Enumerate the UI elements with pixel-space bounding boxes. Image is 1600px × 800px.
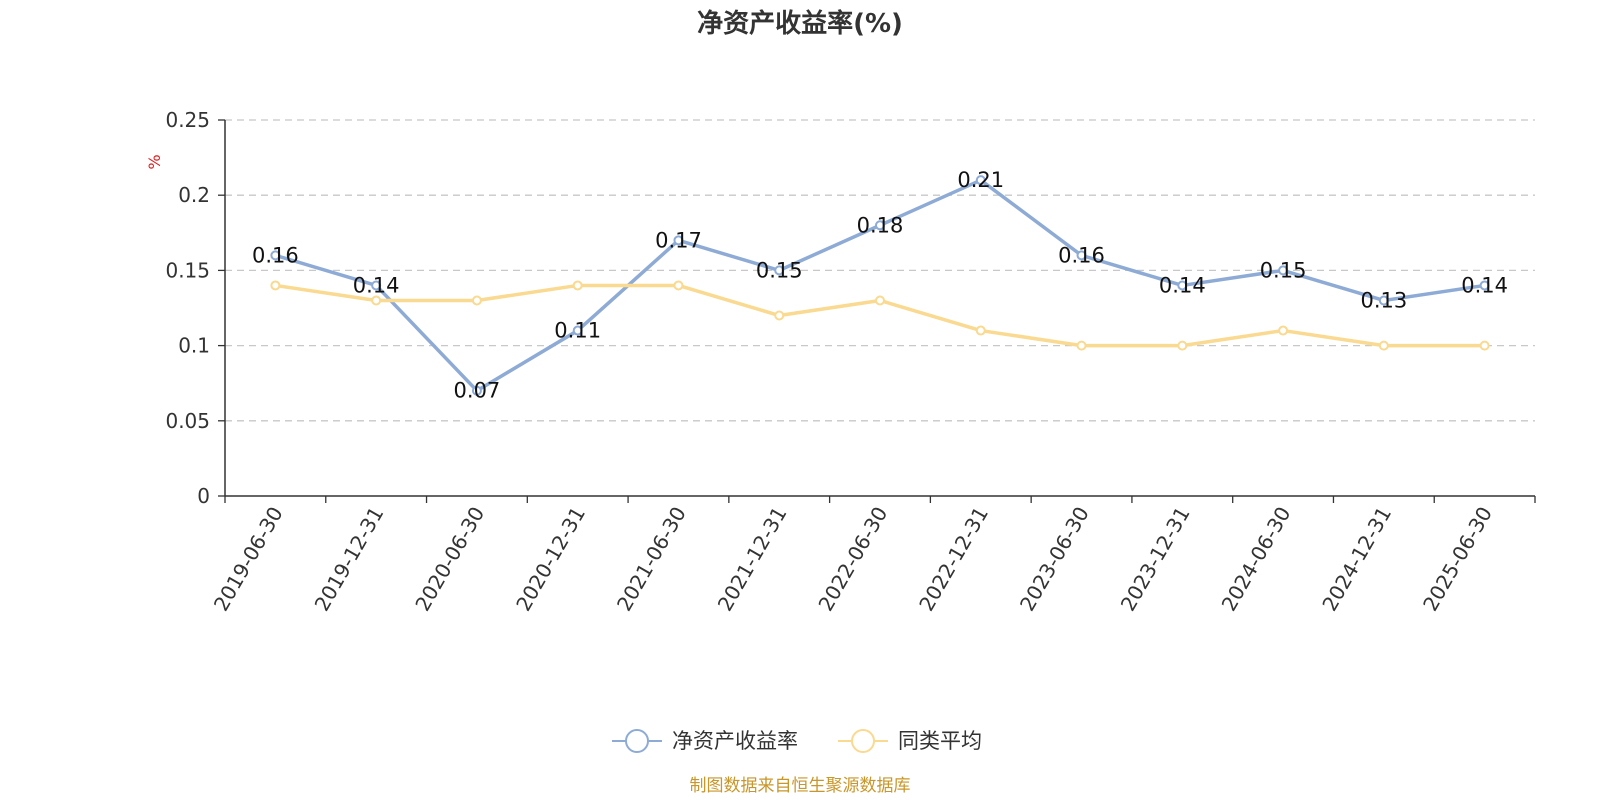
y-axis-unit: % xyxy=(145,154,164,169)
peer-average-data-point xyxy=(975,325,986,336)
legend-swatch-marker xyxy=(851,729,875,753)
roe-data-point xyxy=(1378,295,1389,306)
roe-data-label: 0.16 xyxy=(252,243,299,267)
peer-average-series-line xyxy=(273,283,1487,348)
roe-data-point xyxy=(1278,265,1289,276)
x-tick-label: 2025-06-30 xyxy=(1418,503,1497,616)
roe-data-point xyxy=(471,385,482,396)
roe-data-point xyxy=(1076,250,1087,261)
x-tick-label: 2020-06-30 xyxy=(410,503,489,616)
x-tick-label: 2019-06-30 xyxy=(209,503,288,616)
x-tick-label: 2024-06-30 xyxy=(1217,503,1296,616)
x-tick-label: 2020-12-31 xyxy=(511,503,590,616)
peer-average-data-point xyxy=(1378,340,1389,351)
peer-average-data-point xyxy=(1076,340,1087,351)
x-tick-label: 2022-12-31 xyxy=(914,503,993,616)
peer-average-data-point xyxy=(774,310,785,321)
peer-average-data-point xyxy=(673,280,684,291)
y-tick-label: 0 xyxy=(197,484,210,508)
legend[interactable]: 净资产收益率 同类平均 xyxy=(612,729,982,753)
legend-label: 同类平均 xyxy=(898,729,982,753)
y-tick-label: 0.05 xyxy=(165,409,210,433)
roe-data-label: 0.16 xyxy=(1058,243,1105,267)
roe-data-label: 0.15 xyxy=(1260,258,1307,282)
roe-data-point xyxy=(774,265,785,276)
roe-series-line xyxy=(273,178,1487,393)
legend-label: 净资产收益率 xyxy=(672,729,798,753)
y-tick-label: 0.1 xyxy=(178,334,210,358)
legend-item-peer-average[interactable]: 同类平均 xyxy=(838,729,982,753)
x-tick-label: 2021-06-30 xyxy=(612,503,691,616)
peer-average-data-point xyxy=(270,280,281,291)
x-tick-label: 2024-12-31 xyxy=(1317,503,1396,616)
roe-data-point xyxy=(371,280,382,291)
peer-average-data-point xyxy=(572,280,583,291)
roe-data-label: 0.17 xyxy=(655,228,702,252)
roe-data-label: 0.18 xyxy=(857,213,904,237)
axes: 0 0.05 0.1 0.15 0.2 0.25 2019-06-30 2019-12-31 2… xyxy=(165,108,1536,616)
data-labels: 0.16 0.14 0.07 0.11 0.17 0.15 0.18 0.21 0.16 0.14… xyxy=(252,168,1508,403)
roe-data-label: 0.14 xyxy=(353,273,400,297)
peer-average-data-point xyxy=(1177,340,1188,351)
roe-data-point xyxy=(875,220,885,231)
roe-data-label: 0.13 xyxy=(1360,288,1407,312)
roe-data-label: 0.07 xyxy=(454,379,501,403)
roe-data-point xyxy=(673,235,684,246)
roe-data-point xyxy=(270,250,281,261)
chart-title: 净资产收益率(%) xyxy=(697,8,903,39)
y-tick-label: 0.15 xyxy=(165,258,210,282)
roe-data-label: 0.14 xyxy=(1461,273,1508,297)
roe-data-point xyxy=(1479,280,1490,291)
x-tick-label: 2021-12-31 xyxy=(713,503,792,616)
peer-average-data-point xyxy=(471,295,482,306)
roe-data-label: 0.21 xyxy=(957,168,1004,192)
roe-data-label: 0.14 xyxy=(1159,273,1206,297)
y-tick-label: 0.25 xyxy=(165,108,210,132)
data-source-note: 制图数据来自恒生聚源数据库 xyxy=(690,776,911,796)
peer-average-data-point xyxy=(371,295,382,306)
roe-data-point xyxy=(1177,280,1188,291)
grid-lines xyxy=(225,119,1535,422)
roe-data-label: 0.11 xyxy=(554,319,601,343)
legend-item-roe[interactable]: 净资产收益率 xyxy=(612,729,798,753)
roe-data-point xyxy=(572,325,583,336)
series-lines xyxy=(270,175,1490,396)
peer-average-data-point xyxy=(1479,340,1490,351)
roe-data-point xyxy=(975,175,986,186)
x-tick-label: 2023-12-31 xyxy=(1116,503,1195,616)
x-tick-label: 2023-06-30 xyxy=(1015,503,1094,616)
peer-average-data-point xyxy=(875,295,885,306)
y-tick-label: 0.2 xyxy=(178,183,210,207)
x-tick-label: 2019-12-31 xyxy=(310,503,389,616)
peer-average-data-point xyxy=(1278,325,1289,336)
x-tick-label: 2022-06-30 xyxy=(813,503,892,616)
legend-swatch-marker xyxy=(625,729,649,753)
roe-data-label: 0.15 xyxy=(756,258,803,282)
